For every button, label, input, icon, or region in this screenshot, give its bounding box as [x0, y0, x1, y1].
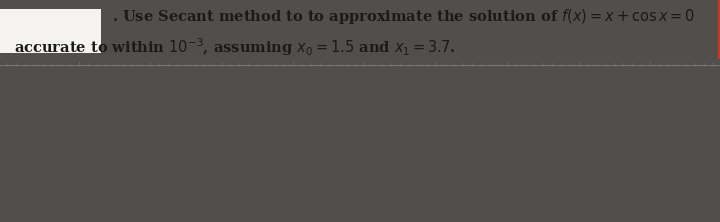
Text: accurate to within $10^{-3}$, assuming $x_0 = 1.5$ and $x_1 = 3.7$.: accurate to within $10^{-3}$, assuming $…: [14, 36, 456, 58]
Text: . Use Secant method to to approximate the solution of $f(x) = x + \cos x = 0$: . Use Secant method to to approximate th…: [112, 7, 695, 26]
FancyBboxPatch shape: [0, 9, 101, 53]
